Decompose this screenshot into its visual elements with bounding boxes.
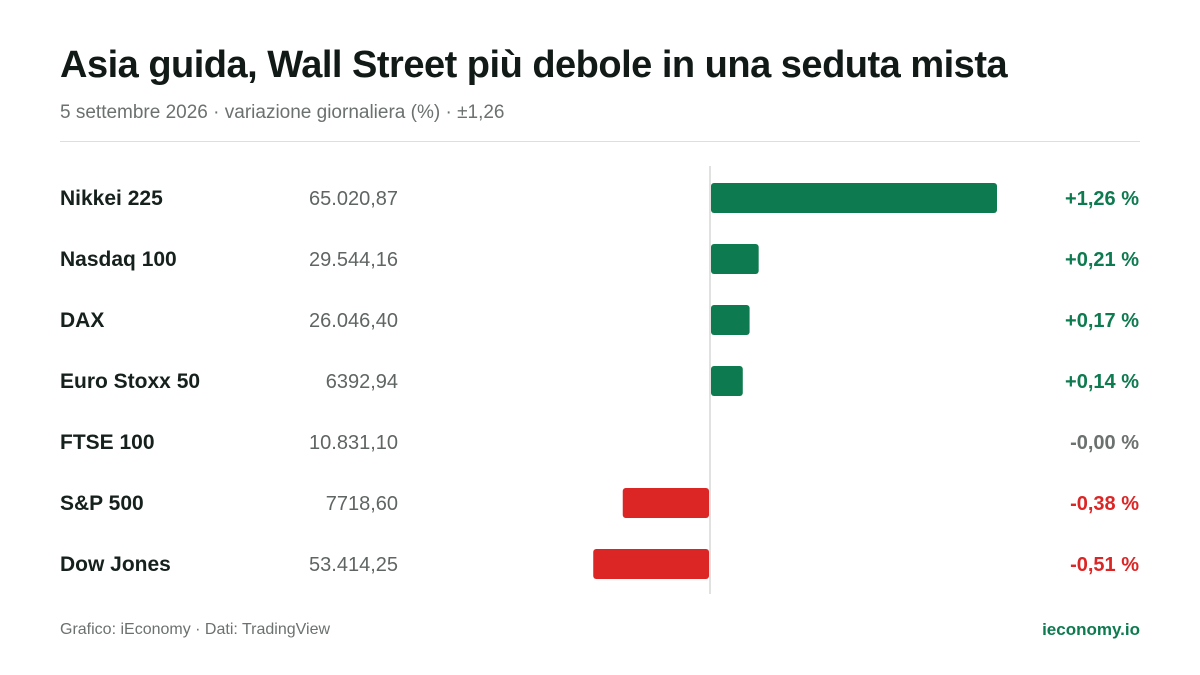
bar-euro-stoxx-50 — [711, 366, 743, 396]
index-level-label: 29.544,16 — [309, 249, 398, 271]
index-level-label: 53.414,25 — [309, 554, 398, 576]
header-divider — [60, 141, 1140, 142]
index-name-label: FTSE 100 — [60, 431, 155, 454]
change-percent-label: -0,00 % — [1070, 432, 1139, 454]
chart-subtitle: 5 settembre 2026 · variazione giornalier… — [60, 102, 505, 123]
index-level-label: 26.046,40 — [309, 310, 398, 332]
index-name-label: DAX — [60, 309, 104, 332]
index-name-label: Euro Stoxx 50 — [60, 370, 200, 393]
bar-nasdaq-100 — [711, 244, 759, 274]
chart-source: Grafico: iEconomy · Dati: TradingView — [60, 621, 331, 638]
index-level-label: 7718,60 — [326, 493, 398, 515]
index-level-label: 6392,94 — [326, 371, 398, 393]
change-percent-label: +0,17 % — [1065, 310, 1139, 332]
change-percent-label: -0,38 % — [1070, 493, 1139, 515]
bar-dax — [711, 305, 750, 335]
bar-nikkei-225 — [711, 183, 997, 213]
bar-s-p-500 — [622, 488, 709, 518]
change-percent-label: +0,21 % — [1065, 249, 1139, 271]
index-name-label: Nikkei 225 — [60, 187, 163, 210]
index-name-label: Dow Jones — [60, 553, 171, 576]
change-percent-label: +1,26 % — [1065, 188, 1139, 210]
chart-title: Asia guida, Wall Street più debole in un… — [60, 44, 1008, 86]
change-percent-label: -0,51 % — [1070, 554, 1139, 576]
index-name-label: Nasdaq 100 — [60, 248, 177, 271]
index-level-label: 10.831,10 — [309, 432, 398, 454]
index-level-label: 65.020,87 — [309, 188, 398, 210]
brand-link[interactable]: ieconomy.io — [1042, 620, 1140, 639]
index-name-label: S&P 500 — [60, 492, 144, 515]
bar-dow-jones — [593, 549, 709, 579]
change-percent-label: +0,14 % — [1065, 371, 1139, 393]
